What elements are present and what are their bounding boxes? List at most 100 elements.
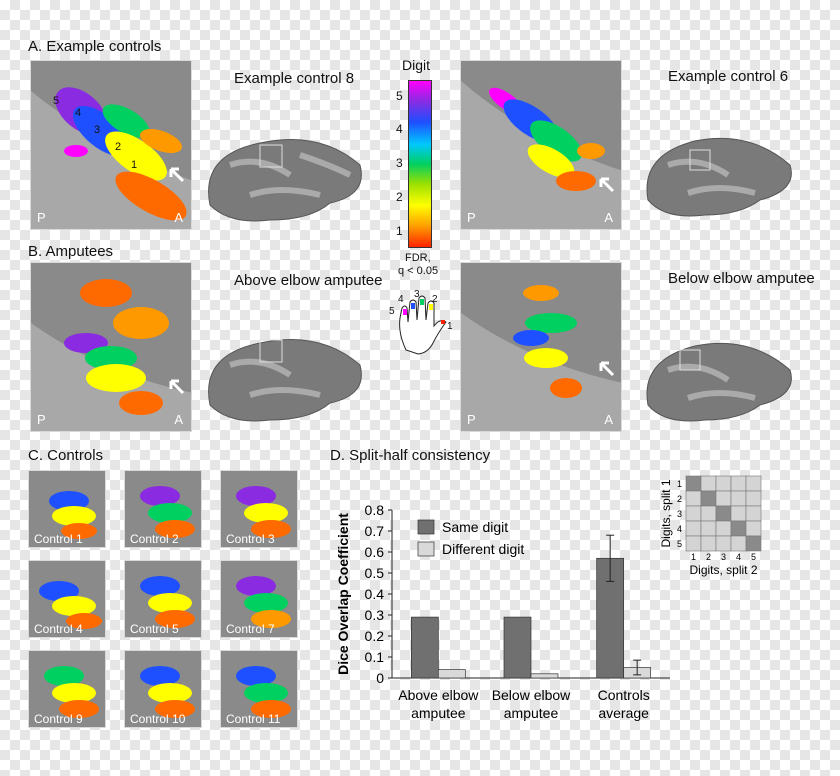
anterior-label: A — [174, 210, 183, 225]
inset-row-tick: 4 — [677, 524, 682, 534]
matrix-cell — [715, 490, 732, 507]
colorbar-tick-1: 1 — [396, 224, 403, 238]
control-panel: Control 4 — [28, 560, 106, 638]
matrix-cell — [685, 520, 702, 537]
matrix-cell — [745, 490, 762, 507]
control-panel: Control 3 — [220, 470, 298, 548]
digit-arrow-label-3: 3 — [94, 124, 101, 136]
posterior-label: P — [37, 412, 46, 427]
control-label: Control 4 — [34, 622, 83, 636]
matrix-cell — [730, 505, 747, 522]
y-tick-label: 0.8 — [365, 502, 385, 518]
control-label: Control 10 — [130, 712, 186, 726]
matrix-cell — [715, 475, 732, 492]
x-category-label: Above elbow — [398, 687, 479, 703]
matrix-cell — [730, 475, 747, 492]
control-panel: Control 2 — [124, 470, 202, 548]
matrix-cell — [700, 520, 717, 537]
y-tick-label: 0.2 — [365, 628, 385, 644]
inset-y-label: Digits, split 1 — [660, 479, 673, 547]
matrix-cell — [745, 475, 762, 492]
y-tick-label: 0.7 — [365, 523, 385, 539]
control-label: Control 1 — [34, 532, 83, 546]
colorbar-tick-4: 4 — [396, 122, 403, 136]
bar-different-digit — [437, 669, 466, 679]
matrix-cell — [715, 535, 732, 552]
x-category-label: Below elbow — [492, 687, 571, 703]
inset-row-tick: 1 — [677, 479, 682, 489]
matrix-cell — [685, 475, 702, 492]
inset-row-tick: 3 — [677, 509, 682, 519]
zoom-panel-control6: P A — [460, 60, 622, 230]
inset-row-tick: 5 — [677, 539, 682, 549]
brain-surface-control6 — [646, 137, 792, 217]
brain-label-control6: Example control 6 — [668, 68, 789, 85]
control-label: Control 5 — [130, 622, 179, 636]
matrix-cell — [685, 490, 702, 507]
matrix-cell — [730, 535, 747, 552]
colorbar-fdr-line2: q < 0.05 — [398, 265, 439, 277]
y-tick-label: 0.5 — [365, 565, 385, 581]
control-panel: Control 10 — [124, 650, 202, 728]
control-label: Control 7 — [226, 622, 275, 636]
digit-arrow-label-5: 5 — [53, 95, 60, 107]
legend-label: Different digit — [442, 541, 524, 557]
colorbar-title: Digit — [402, 57, 431, 73]
matrix-cell — [745, 535, 762, 552]
y-axis-label: Dice Overlap Coefficient — [335, 513, 351, 675]
matrix-cell — [730, 520, 747, 537]
legend-swatch — [417, 541, 435, 557]
brain-label-control8: Example control 8 — [234, 70, 355, 87]
inset-col-tick: 5 — [751, 552, 756, 562]
zoom-panel-below-elbow: P A — [460, 262, 622, 432]
matrix-cell — [715, 520, 732, 537]
digit-arrow-label-1: 1 — [131, 159, 138, 171]
digit-arrow-label-2: 2 — [115, 141, 122, 153]
digit-arrow-label-4: 4 — [75, 107, 82, 119]
matrix-cell — [700, 535, 717, 552]
inset-row-tick: 2 — [677, 494, 682, 504]
dice-bar-chart: 0 0.1 0.2 0.3 0.4 0.5 0.6 0.7 0.8 Dice Overlap Co… — [335, 502, 670, 721]
brain-label-above-elbow: Above elbow amputee — [234, 272, 383, 289]
control-panel: Control 11 — [220, 650, 298, 728]
arrow-overlay — [599, 177, 615, 193]
arrow-overlay — [169, 167, 185, 183]
panel-c-title: C. Controls — [28, 447, 104, 464]
zoom-panel-above-elbow: P A — [30, 262, 192, 432]
colorbar-fdr-line1: FDR, — [405, 252, 431, 264]
y-tick-label: 0.3 — [365, 607, 385, 623]
panel-d-title: D. Split-half consistency — [330, 447, 491, 464]
hand-digit-2: 2 — [432, 294, 438, 305]
brain-surface-above-elbow — [208, 338, 362, 422]
y-tick-label: 0.4 — [365, 586, 385, 602]
y-tick-label: 0.1 — [365, 649, 385, 665]
legend-label: Same digit — [442, 519, 508, 535]
inset-x-label: Digits, split 2 — [689, 563, 757, 577]
anterior-label: A — [604, 412, 613, 427]
control-panel: Control 7 — [220, 560, 298, 638]
bar-different-digit — [530, 673, 559, 679]
anterior-label: A — [174, 412, 183, 427]
y-tick-label: 0 — [376, 670, 384, 686]
hand-digit-5: 5 — [389, 306, 395, 317]
hand-digit-4: 4 — [398, 294, 404, 305]
matrix-cell — [700, 475, 717, 492]
matrix-cell — [685, 505, 702, 522]
activation-map — [461, 285, 621, 431]
bar-same-digit — [410, 616, 439, 679]
panel-a-title: A. Example controls — [28, 38, 162, 55]
control-panel: Control 1 — [28, 470, 106, 548]
control-panel: Control 5 — [124, 560, 202, 638]
colorbar-tick-2: 2 — [396, 190, 403, 204]
panel-b-title: B. Amputees — [28, 243, 114, 260]
matrix-cell — [745, 520, 762, 537]
x-category-label: average — [598, 705, 649, 721]
colorbar — [408, 80, 432, 248]
hand-icon — [399, 295, 447, 355]
anterior-label: A — [604, 210, 613, 225]
bar-same-digit — [503, 616, 532, 679]
x-category-label: Controls — [598, 687, 650, 703]
matrix-cell — [730, 490, 747, 507]
posterior-label: P — [37, 210, 46, 225]
